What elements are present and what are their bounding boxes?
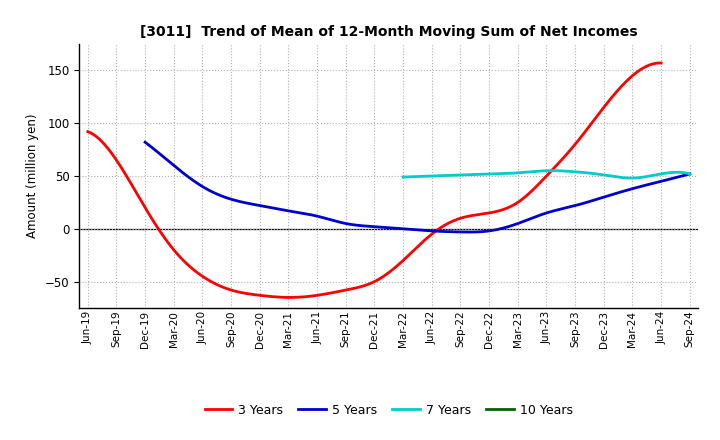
Title: [3011]  Trend of Mean of 12-Month Moving Sum of Net Incomes: [3011] Trend of Mean of 12-Month Moving … [140,25,638,39]
Legend: 3 Years, 5 Years, 7 Years, 10 Years: 3 Years, 5 Years, 7 Years, 10 Years [199,399,578,422]
Y-axis label: Amount (million yen): Amount (million yen) [27,114,40,238]
